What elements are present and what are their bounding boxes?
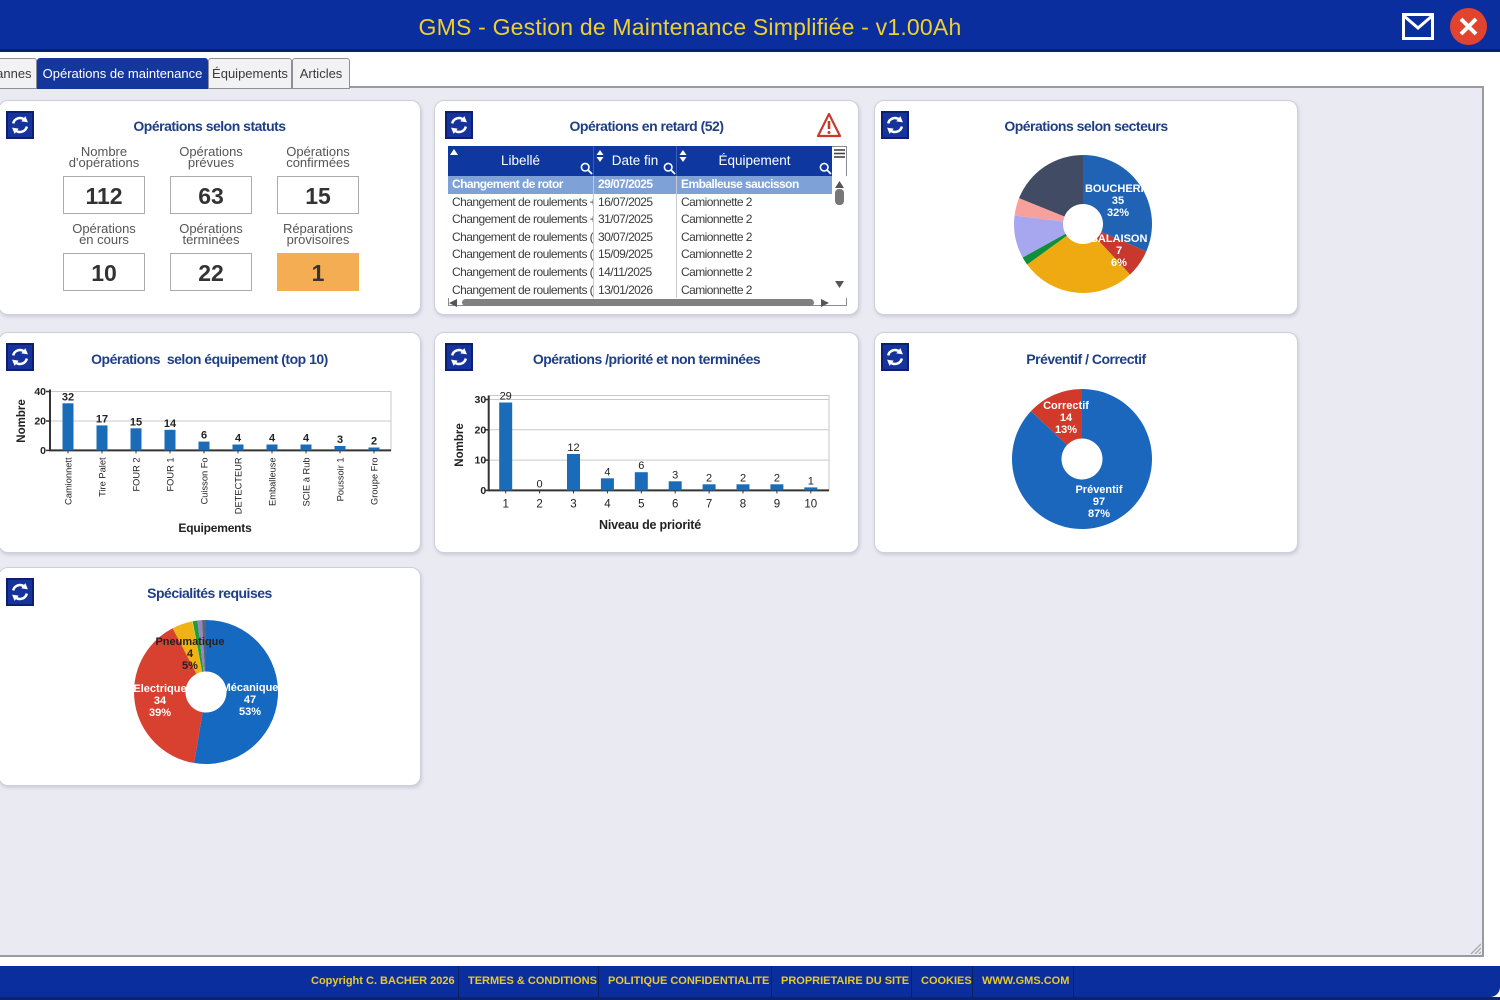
- svg-text:2: 2: [371, 436, 377, 448]
- svg-text:14: 14: [164, 418, 177, 430]
- svg-text:20: 20: [475, 424, 487, 436]
- svg-text:2: 2: [740, 472, 746, 484]
- svg-text:3: 3: [570, 498, 576, 510]
- svg-text:15: 15: [130, 416, 142, 428]
- svg-text:Nombre: Nombre: [454, 423, 466, 466]
- svg-text:32: 32: [62, 391, 74, 403]
- svg-text:29: 29: [500, 391, 512, 403]
- svg-text:3: 3: [337, 434, 343, 446]
- svg-text:6: 6: [201, 430, 207, 442]
- svg-text:9: 9: [774, 498, 780, 510]
- svg-text:2: 2: [774, 472, 780, 484]
- svg-text:10: 10: [475, 455, 487, 467]
- svg-text:30: 30: [475, 394, 487, 406]
- svg-text:2: 2: [706, 472, 712, 484]
- svg-text:1: 1: [502, 498, 508, 510]
- svg-text:Cuisson Fo: Cuisson Fo: [200, 457, 210, 504]
- svg-text:10: 10: [804, 498, 817, 510]
- svg-text:4: 4: [604, 498, 611, 510]
- svg-text:Groupe Fro: Groupe Fro: [370, 457, 380, 505]
- svg-text:7: 7: [706, 498, 712, 510]
- svg-text:0: 0: [480, 485, 486, 497]
- svg-text:1: 1: [808, 475, 814, 487]
- svg-text:Camionnett: Camionnett: [64, 457, 74, 505]
- svg-text:4: 4: [604, 466, 610, 478]
- svg-text:5: 5: [638, 498, 644, 510]
- svg-text:Poussoir 1: Poussoir 1: [336, 457, 346, 501]
- svg-text:6: 6: [638, 460, 644, 472]
- svg-text:12: 12: [567, 442, 579, 454]
- svg-text:4: 4: [303, 433, 310, 445]
- svg-text:4: 4: [269, 433, 276, 445]
- svg-text:FOUR 1: FOUR 1: [166, 457, 176, 491]
- svg-text:Tire Palet: Tire Palet: [98, 457, 108, 497]
- svg-text:0: 0: [40, 445, 46, 457]
- svg-text:6: 6: [672, 498, 678, 510]
- svg-text:0: 0: [537, 478, 543, 490]
- svg-text:FOUR 2: FOUR 2: [132, 457, 142, 491]
- svg-text:40: 40: [34, 386, 46, 398]
- svg-text:Emballeuse: Emballeuse: [268, 457, 278, 506]
- svg-text:4: 4: [235, 433, 242, 445]
- svg-text:SCIE à Rub: SCIE à Rub: [302, 457, 312, 506]
- svg-text:20: 20: [34, 416, 46, 428]
- svg-text:DETECTEUR: DETECTEUR: [234, 457, 244, 514]
- svg-text:17: 17: [96, 413, 108, 425]
- svg-text:3: 3: [672, 469, 678, 481]
- svg-text:Nombre: Nombre: [16, 399, 28, 442]
- svg-text:2: 2: [536, 498, 542, 510]
- svg-text:8: 8: [740, 498, 746, 510]
